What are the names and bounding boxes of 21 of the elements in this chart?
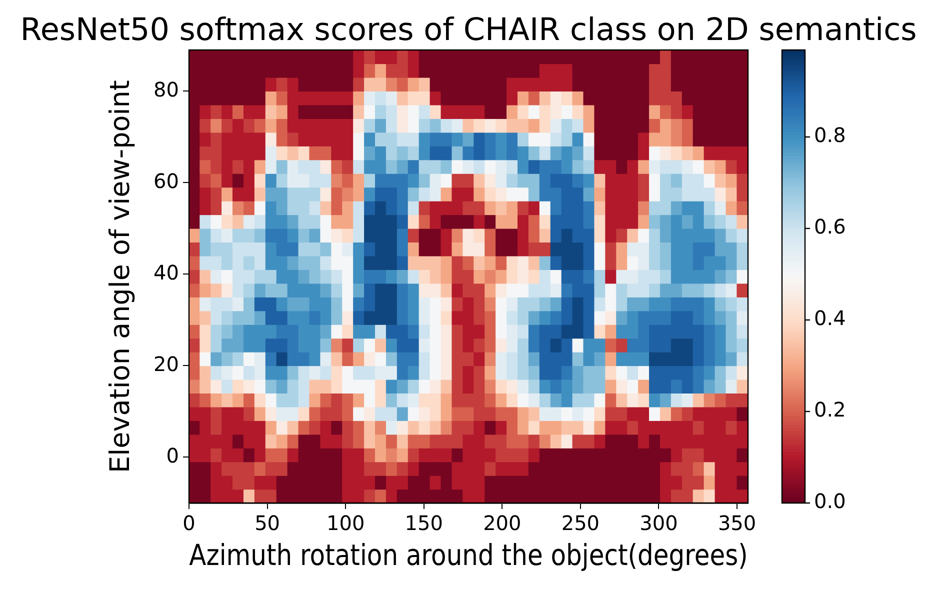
color-bar-label: 0.4 <box>814 306 846 330</box>
x-tick-label: 250 <box>561 511 600 536</box>
chart-title: ResNet50 softmax scores of CHAIR class on 2D semantics <box>19 12 918 48</box>
x-tick-label: 50 <box>254 511 280 536</box>
y-tick-label: 80 <box>154 77 179 102</box>
color-bar-label: 0.0 <box>814 489 846 514</box>
x-tick-label: 150 <box>404 511 443 536</box>
y-tick-label: 0 <box>166 443 179 468</box>
y-tick-label: 20 <box>154 352 179 376</box>
x-tick-label: 0 <box>182 511 196 536</box>
y-axis-title: Elevation angle of view-point <box>105 80 136 473</box>
y-tick-label: 60 <box>154 168 179 193</box>
y-tick-label: 40 <box>154 260 179 284</box>
x-axis-title: Azimuth rotation around the object(degrees) <box>189 539 748 573</box>
x-tick-label: 300 <box>640 511 678 536</box>
x-tick-label: 200 <box>483 511 522 536</box>
x-tick-label: 350 <box>718 511 756 536</box>
color-bar-label: 0.2 <box>814 398 846 422</box>
color-bar-label: 0.8 <box>814 123 846 148</box>
x-tick-label: 100 <box>326 511 365 536</box>
color-bar-label: 0.6 <box>814 214 846 239</box>
